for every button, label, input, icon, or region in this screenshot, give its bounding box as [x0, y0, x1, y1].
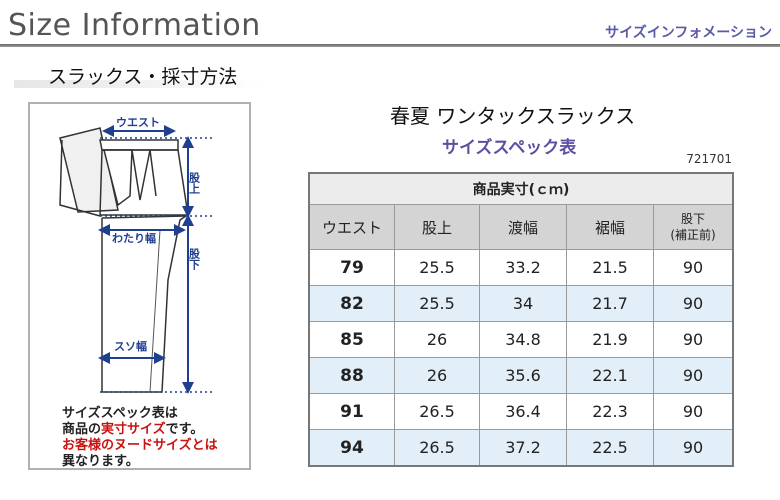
- size-note: サイズスペック表は 商品の実寸サイズです。 お客様のヌードサイズとは 異なります…: [62, 406, 218, 470]
- header-inseam-note: (補正前): [670, 228, 716, 242]
- table-cell: 25.5: [394, 285, 480, 322]
- table-cell: 22.5: [566, 429, 654, 467]
- table-header-row: ウエスト 股上 渡幅 裾幅 股下 (補正前): [308, 204, 734, 250]
- table-cell: 91: [308, 393, 395, 430]
- note-line-1: サイズスペック表は: [62, 406, 178, 421]
- table-row: 79 25.5 33.2 21.5 90: [308, 249, 734, 286]
- table-cell: 26: [394, 357, 480, 394]
- table-cell: 90: [653, 429, 734, 467]
- table-cell: 26: [394, 321, 480, 358]
- table-caption: 商品実寸(ｃｍ): [308, 172, 734, 205]
- table-cell: 25.5: [394, 249, 480, 286]
- page-subtitle: サイズインフォメーション: [605, 25, 772, 41]
- section-heading-bar: [14, 80, 264, 88]
- table-cell: 26.5: [394, 429, 480, 467]
- table-cell: 90: [653, 357, 734, 394]
- header-rise: 股上: [394, 204, 480, 250]
- table-cell: 36.4: [479, 393, 567, 430]
- size-spec-table: 商品実寸(ｃｍ) ウエスト 股上 渡幅 裾幅 股下 (補正前) 79 25.5 33…: [308, 172, 734, 467]
- table-row: 88 26 35.6 22.1 90: [308, 357, 734, 394]
- table-row: 91 26.5 36.4 22.3 90: [308, 393, 734, 430]
- header-inseam: 股下 (補正前): [653, 204, 734, 250]
- table-cell: 37.2: [479, 429, 567, 467]
- header-thigh: 渡幅: [479, 204, 567, 250]
- guide-lines: [100, 137, 215, 393]
- note-line-4: 異なります。: [62, 454, 139, 469]
- label-rise: 股上: [188, 172, 201, 194]
- table-row: 85 26 34.8 21.9 90: [308, 321, 734, 358]
- page-header: Size Information サイズインフォメーション: [0, 0, 780, 48]
- table-cell: 82: [308, 285, 395, 322]
- table-cell: 34.8: [479, 321, 567, 358]
- label-hem: スソ幅: [114, 339, 147, 353]
- label-thigh: わたり幅: [112, 231, 156, 245]
- spec-table-title: サイズスペック表: [442, 138, 577, 158]
- section-heading: スラックス・採寸方法: [48, 66, 238, 88]
- table-cell: 34: [479, 285, 567, 322]
- label-waist: ウエスト: [116, 116, 160, 129]
- product-code: 721701: [686, 152, 732, 166]
- trousers-illustration: [59, 127, 189, 393]
- table-cell: 88: [308, 357, 395, 394]
- header-waist: ウエスト: [308, 204, 395, 250]
- table-cell: 90: [653, 249, 734, 286]
- table-cell: 79: [308, 249, 395, 286]
- measurement-arrows: [98, 125, 194, 394]
- table-cell: 90: [653, 321, 734, 358]
- table-cell: 85: [308, 321, 395, 358]
- table-cell: 33.2: [479, 249, 567, 286]
- product-title: 春夏 ワンタックスラックス: [390, 104, 636, 128]
- table-row: 94 26.5 37.2 22.5 90: [308, 429, 734, 467]
- table-cell: 35.6: [479, 357, 567, 394]
- table-cell: 90: [653, 285, 734, 322]
- table-cell: 90: [653, 393, 734, 430]
- header-hem: 裾幅: [566, 204, 654, 250]
- note-highlight: 実寸サイズ: [101, 422, 166, 437]
- table-cell: 21.7: [566, 285, 654, 322]
- label-inseam: 股下: [188, 248, 201, 271]
- table-cell: 94: [308, 429, 395, 467]
- table-cell: 21.9: [566, 321, 654, 358]
- header-divider: [0, 44, 780, 47]
- page-title: Size Information: [8, 8, 261, 43]
- table-cell: 21.5: [566, 249, 654, 286]
- table-cell: 26.5: [394, 393, 480, 430]
- table-cell: 22.1: [566, 357, 654, 394]
- note-line-2: 商品の実寸サイズです。: [62, 422, 204, 437]
- table-row: 82 25.5 34 21.7 90: [308, 285, 734, 322]
- measurement-diagram-panel: [28, 102, 251, 470]
- note-line-3: お客様のヌードサイズとは: [62, 438, 218, 453]
- table-cell: 22.3: [566, 393, 654, 430]
- table-caption-row: 商品実寸(ｃｍ): [308, 172, 734, 205]
